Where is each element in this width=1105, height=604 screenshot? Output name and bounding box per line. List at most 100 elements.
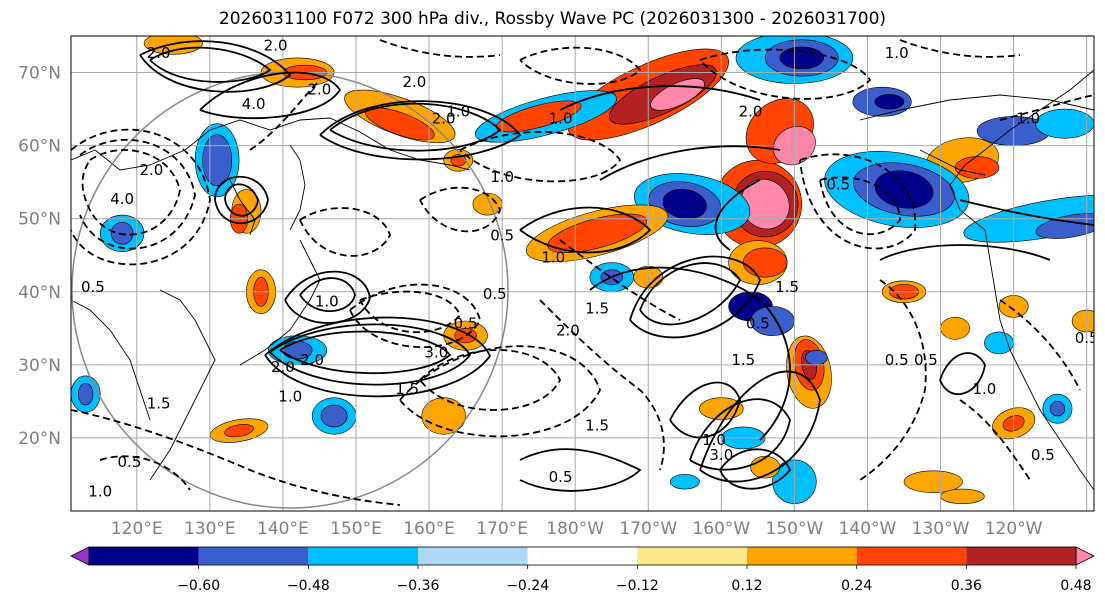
colorbar-tick-label: −0.12 [616, 578, 659, 594]
contour-negative [399, 345, 601, 438]
contour-label: 1.5 [585, 417, 609, 435]
y-tick-label: 70°N [18, 64, 61, 84]
contour-label: 0.5 [483, 285, 507, 303]
contour-label: 1.0 [88, 482, 112, 500]
x-tick-label: 170°W [619, 519, 677, 539]
contour-label: 0.5 [454, 314, 478, 332]
coastline [229, 179, 256, 236]
contour-label: 0.5 [885, 351, 909, 369]
contour-label: 4.0 [242, 95, 266, 113]
colorbar-tick-label: 0.12 [731, 578, 762, 594]
contour-label: 0.5 [81, 278, 105, 296]
divergence-patch [1049, 401, 1066, 417]
contour-label: 2.0 [432, 110, 456, 128]
contour-positive [329, 102, 502, 152]
colorbar-segment [308, 547, 418, 565]
coastline [239, 239, 321, 366]
colorbar-segment [527, 547, 638, 565]
contour-negative [859, 279, 927, 481]
contour-positive [959, 199, 1094, 226]
contour-label: 1.0 [885, 44, 909, 62]
contour-positive [699, 370, 821, 483]
colorbar-tick-label: −0.24 [506, 578, 549, 594]
coastline [289, 144, 306, 231]
divergence-patch [742, 247, 788, 278]
coastline [71, 117, 471, 171]
contour-label: 0.5 [1031, 446, 1055, 464]
contour-label: 1.0 [490, 168, 514, 186]
colorbar-segment [856, 547, 967, 565]
contour-positive [264, 316, 492, 398]
coastline [71, 299, 151, 421]
contour-positive [279, 330, 452, 375]
contour-label: 1.5 [585, 300, 609, 318]
contour-label: 4.0 [110, 190, 134, 208]
colorbar: −0.60 −0.48 −0.36 −0.24 −0.12 0.12 0.24 0.36 0.4… [70, 546, 1095, 594]
contour-negative [519, 46, 642, 85]
coastline [859, 94, 1094, 121]
contour-positive [629, 255, 761, 339]
contour-label: 2.0 [556, 322, 580, 340]
colorbar-tick-label: 0.48 [1060, 578, 1091, 594]
contour-label: 2.0 [271, 358, 295, 376]
x-tick-label: 130°W [912, 519, 970, 539]
divergence-patch [940, 317, 971, 340]
x-tick-label: 120°E [111, 519, 163, 539]
divergence-patch [421, 397, 466, 435]
contour-negative [539, 299, 665, 471]
contour-positive [939, 352, 986, 396]
x-tick-label: 150°E [330, 519, 382, 539]
y-tick-label: 20°N [18, 429, 61, 449]
contour-label: 1.5 [395, 380, 419, 398]
coastline [949, 69, 1094, 491]
contour-positive [559, 85, 761, 111]
contour-positive [719, 448, 792, 490]
contour-label: 3.0 [424, 344, 448, 362]
contour-labels: 2.0 2.04.02.0 2.01.0 1.02.01.00.54.02.00.51… [81, 37, 1099, 501]
contour-positive [214, 175, 269, 225]
contour-negative [699, 48, 872, 100]
contour-negative [81, 149, 181, 236]
x-tick-label: 140°E [257, 519, 309, 539]
contour-positive [299, 277, 356, 313]
contour-positive [519, 206, 652, 254]
x-tick-label: 140°W [839, 519, 897, 539]
gridlines [71, 36, 1094, 511]
contour-label: 0.5 [490, 227, 514, 245]
contour-label: 1.0 [446, 102, 470, 120]
contour-negative [899, 39, 1021, 58]
colorbar-segment [418, 547, 528, 565]
contour-negative [359, 290, 462, 334]
x-tick-label: 130°E [184, 519, 236, 539]
colorbar-segment [747, 547, 857, 565]
divergence-patch [202, 134, 233, 187]
chart-title: 2026031100 F072 300 hPa div., Rossby Wav… [218, 9, 887, 29]
divergence-patch [320, 404, 348, 428]
x-tick-label: 120°W [985, 519, 1043, 539]
contour-label: 1.0 [549, 110, 573, 128]
contour-negative [299, 207, 391, 257]
colorbar-frame [88, 546, 1077, 566]
contour-positive [639, 262, 742, 326]
coastline [149, 289, 216, 481]
contour-negative [999, 299, 1081, 391]
contour-positive [139, 40, 292, 93]
contour-positive [879, 244, 1051, 261]
y-tick-label: 50°N [18, 210, 61, 230]
x-tick-label: 160°E [403, 519, 455, 539]
contour-positive [149, 46, 272, 83]
contour-label: 2.0 [147, 44, 171, 62]
divergence-patch [78, 382, 94, 406]
x-tick-labels: 120°E 130°E 140°E 150°E 160°E 170°E 180°W 170°W… [111, 519, 1043, 539]
x-tick-label: 180°W [546, 519, 604, 539]
contour-negative [249, 79, 321, 151]
contour-label: 0.5 [1075, 329, 1099, 347]
divergence-patch [143, 36, 203, 55]
divergence-patch [224, 424, 254, 438]
divergence-patch [940, 488, 985, 504]
contour-negative [99, 455, 191, 491]
contour-negative [459, 130, 622, 183]
colorbar-segment [89, 547, 199, 565]
contour-positive [319, 100, 522, 161]
contour-label: 1.0 [702, 431, 726, 449]
